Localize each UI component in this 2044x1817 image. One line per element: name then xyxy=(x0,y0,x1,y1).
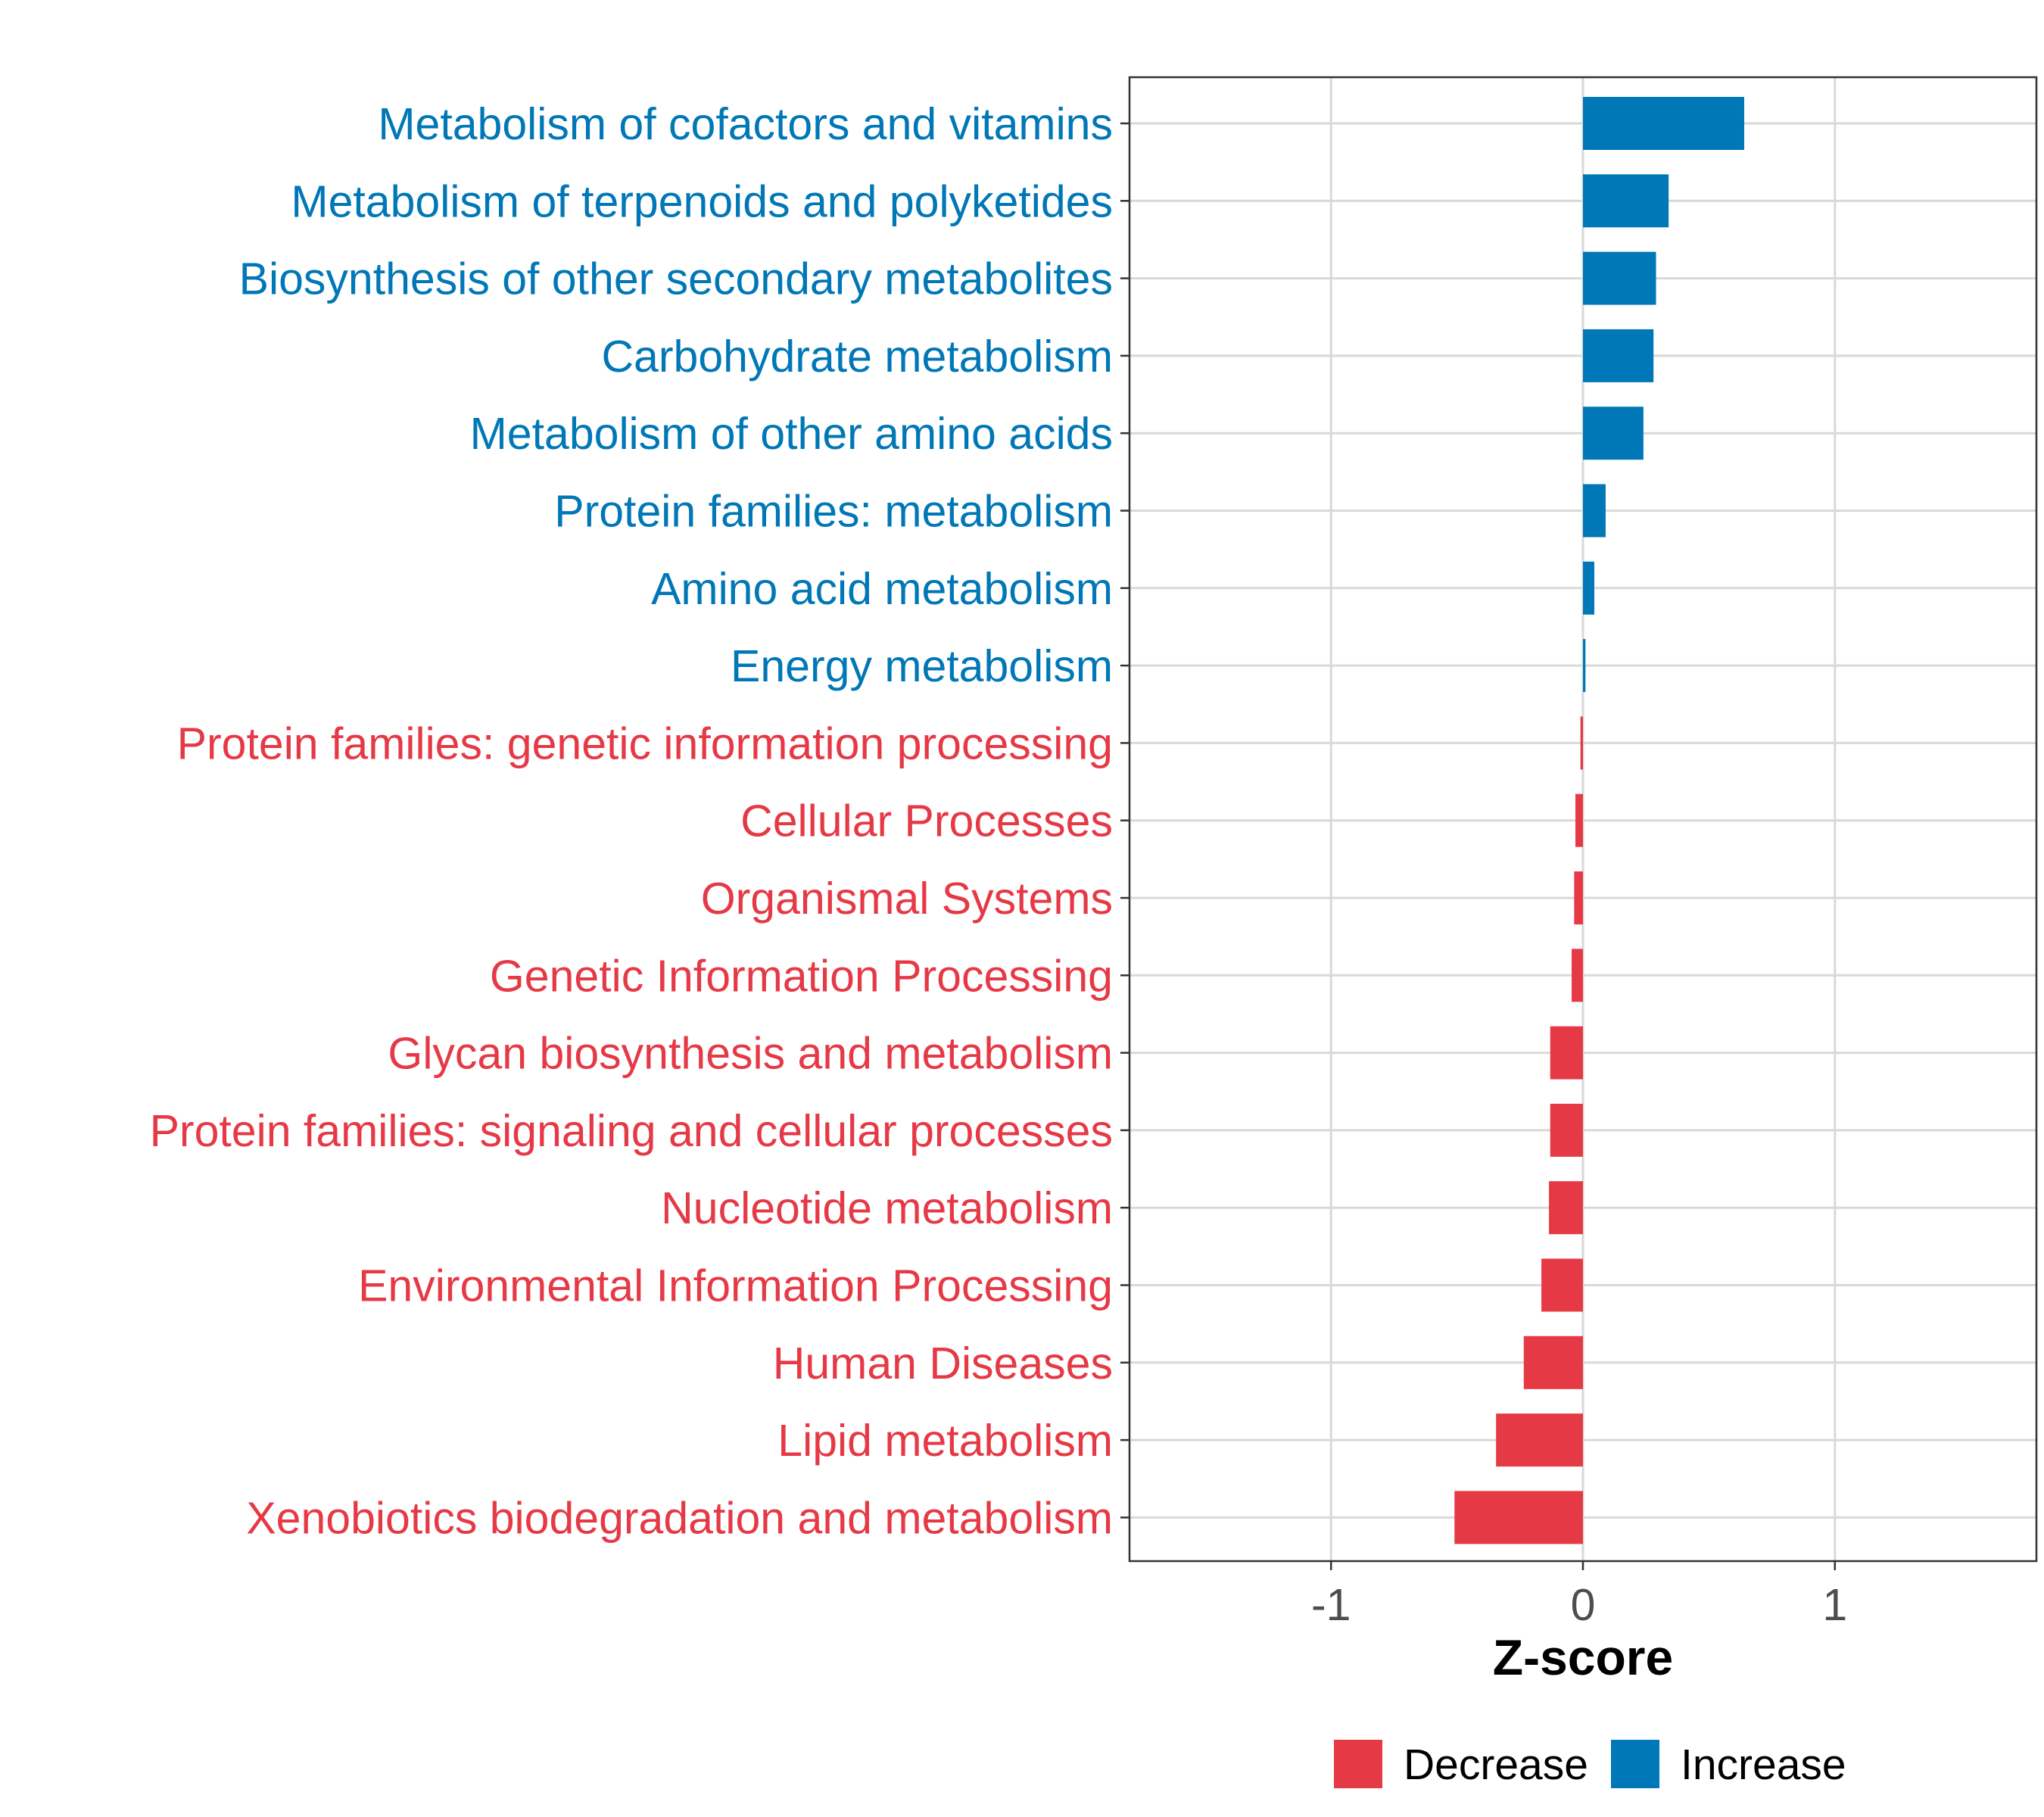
category-label-18: Xenobiotics biodegradation and metabolis… xyxy=(246,1493,1113,1543)
x-tick-label-1: 0 xyxy=(1571,1580,1596,1630)
category-label-13: Protein families: signaling and cellular… xyxy=(150,1106,1113,1156)
bar-10 xyxy=(1574,871,1583,924)
category-label-5: Protein families: metabolism xyxy=(554,487,1113,537)
category-label-16: Human Diseases xyxy=(773,1339,1113,1388)
x-axis-title: Z-score xyxy=(1493,1629,1673,1685)
x-tick-label-0: -1 xyxy=(1311,1580,1351,1630)
category-label-4: Metabolism of other amino acids xyxy=(470,409,1113,459)
bar-5 xyxy=(1583,484,1606,538)
category-labels: Metabolism of cofactors and vitamins Meta… xyxy=(150,99,1113,1543)
category-label-17: Lipid metabolism xyxy=(777,1416,1113,1466)
category-label-14: Nucleotide metabolism xyxy=(661,1183,1113,1233)
category-label-6: Amino acid metabolism xyxy=(651,564,1113,614)
bar-3 xyxy=(1583,329,1654,382)
x-tick-label-2: 1 xyxy=(1822,1580,1847,1630)
bar-17 xyxy=(1496,1413,1583,1467)
category-label-1: Metabolism of terpenoids and polyketides xyxy=(291,176,1113,226)
bar-2 xyxy=(1583,251,1656,305)
bar-16 xyxy=(1523,1335,1583,1389)
category-label-7: Energy metabolism xyxy=(731,641,1113,691)
bar-4 xyxy=(1583,407,1644,460)
legend-swatch-decrease xyxy=(1334,1740,1382,1788)
bar-18 xyxy=(1454,1491,1583,1544)
category-label-2: Biosynthesis of other secondary metaboli… xyxy=(239,254,1113,304)
bar-15 xyxy=(1541,1258,1583,1312)
legend: Decrease Increase xyxy=(1334,1740,1846,1789)
bar-0 xyxy=(1583,97,1744,150)
bar-6 xyxy=(1583,561,1594,615)
category-label-0: Metabolism of cofactors and vitamins xyxy=(378,99,1113,149)
bar-12 xyxy=(1550,1026,1583,1080)
legend-label-increase: Increase xyxy=(1681,1741,1846,1789)
category-label-3: Carbohydrate metabolism xyxy=(601,332,1113,382)
bar-11 xyxy=(1572,949,1583,1002)
bar-8 xyxy=(1580,716,1583,770)
bar-1 xyxy=(1583,174,1669,228)
bar-14 xyxy=(1549,1181,1583,1235)
category-label-15: Environmental Information Processing xyxy=(358,1261,1113,1311)
category-label-11: Genetic Information Processing xyxy=(490,951,1113,1001)
bars xyxy=(1454,97,1744,1544)
legend-swatch-increase xyxy=(1611,1740,1659,1788)
category-label-10: Organismal Systems xyxy=(701,874,1113,924)
bar-7 xyxy=(1583,639,1586,693)
category-label-12: Glycan biosynthesis and metabolism xyxy=(388,1029,1113,1079)
bar-13 xyxy=(1550,1103,1583,1157)
category-label-8: Protein families: genetic information pr… xyxy=(177,718,1113,768)
axis-ticks: -1 0 1 xyxy=(1120,122,1847,1630)
bar-9 xyxy=(1575,793,1583,847)
legend-label-decrease: Decrease xyxy=(1404,1741,1588,1789)
category-label-9: Cellular Processes xyxy=(740,796,1113,846)
